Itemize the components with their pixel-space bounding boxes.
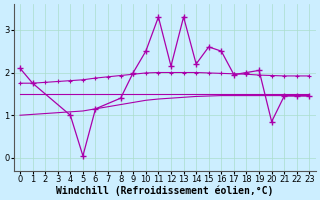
X-axis label: Windchill (Refroidissement éolien,°C): Windchill (Refroidissement éolien,°C) bbox=[56, 185, 273, 196]
